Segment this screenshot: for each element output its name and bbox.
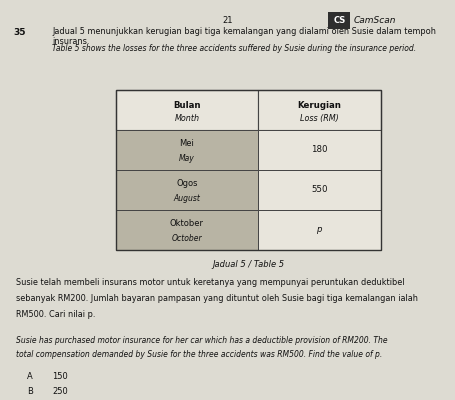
Bar bbox=[116, 170, 257, 210]
Text: RM500. Cari nilai p.: RM500. Cari nilai p. bbox=[16, 310, 95, 319]
Text: Ogos: Ogos bbox=[176, 180, 197, 188]
Bar bbox=[257, 130, 380, 170]
Text: October: October bbox=[171, 234, 202, 243]
Text: CS: CS bbox=[333, 16, 344, 25]
Text: May: May bbox=[179, 154, 194, 163]
Text: Bulan: Bulan bbox=[173, 101, 200, 110]
Text: sebanyak RM200. Jumlah bayaran pampasan yang dituntut oleh Susie bagi tiga kemal: sebanyak RM200. Jumlah bayaran pampasan … bbox=[16, 294, 417, 303]
Bar bbox=[257, 210, 380, 250]
Text: Table 5 shows the losses for the three accidents suffered by Susie during the in: Table 5 shows the losses for the three a… bbox=[52, 44, 416, 53]
Bar bbox=[257, 170, 380, 210]
Text: B: B bbox=[27, 387, 33, 396]
Text: Susie telah membeli insurans motor untuk keretanya yang mempunyai peruntukan ded: Susie telah membeli insurans motor untuk… bbox=[16, 278, 404, 287]
FancyBboxPatch shape bbox=[328, 12, 349, 29]
Text: August: August bbox=[173, 194, 200, 203]
Text: Oktober: Oktober bbox=[170, 220, 203, 228]
Text: total compensation demanded by Susie for the three accidents was RM500. Find the: total compensation demanded by Susie for… bbox=[16, 350, 381, 359]
Text: p: p bbox=[316, 226, 321, 234]
Text: Jadual 5 menunjukkan kerugian bagi tiga kemalangan yang dialami oleh Susie dalam: Jadual 5 menunjukkan kerugian bagi tiga … bbox=[52, 27, 435, 36]
Text: 150: 150 bbox=[52, 372, 68, 381]
Text: 35: 35 bbox=[14, 28, 26, 37]
Bar bbox=[257, 90, 380, 130]
Text: 550: 550 bbox=[310, 186, 327, 194]
Text: A: A bbox=[27, 372, 33, 381]
Bar bbox=[116, 130, 257, 170]
Bar bbox=[116, 210, 257, 250]
Text: Jadual 5 / Table 5: Jadual 5 / Table 5 bbox=[212, 260, 284, 269]
Text: 180: 180 bbox=[310, 146, 327, 154]
Text: Loss (RM): Loss (RM) bbox=[299, 114, 338, 123]
Text: insurans.: insurans. bbox=[52, 37, 90, 46]
Text: Mei: Mei bbox=[179, 140, 194, 148]
Text: 250: 250 bbox=[52, 387, 68, 396]
Text: Kerugian: Kerugian bbox=[297, 101, 340, 110]
Text: 21: 21 bbox=[222, 16, 233, 25]
Bar bbox=[116, 90, 380, 250]
Text: Susie has purchased motor insurance for her car which has a deductible provision: Susie has purchased motor insurance for … bbox=[16, 336, 387, 345]
Text: Month: Month bbox=[174, 114, 199, 123]
Bar bbox=[116, 90, 257, 130]
Text: CamScan: CamScan bbox=[353, 16, 395, 25]
